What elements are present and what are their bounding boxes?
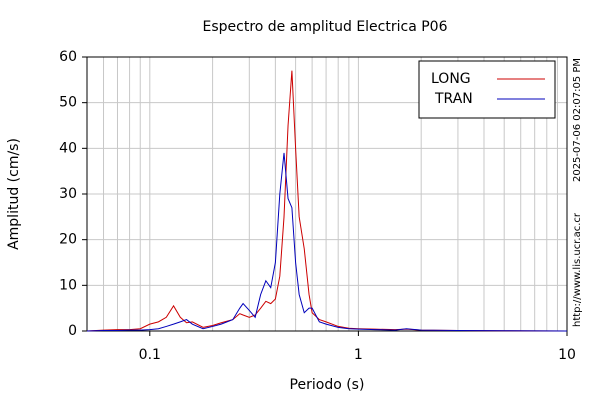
timestamp: 2025-07-06 02:07:05 PM <box>572 58 583 182</box>
y-axis-label: Amplitud (cm/s) <box>6 138 22 250</box>
line-series <box>86 152 568 332</box>
y-tick-label: 60 <box>59 49 77 65</box>
chart-title: Espectro de amplitud Electrica P06 <box>203 19 448 35</box>
y-tick-label: 40 <box>59 140 77 156</box>
source-url: http://www.lis.ucr.ac.cr <box>572 212 583 327</box>
y-tick-label: 20 <box>59 232 77 248</box>
y-tick-label: 0 <box>68 323 77 339</box>
legend-label: TRAN <box>434 91 473 107</box>
y-tick-label: 50 <box>59 95 77 111</box>
y-tick-label: 10 <box>59 277 77 293</box>
y-tick-label: 30 <box>59 186 77 202</box>
x-tick-label: 0.1 <box>139 347 161 363</box>
plot-frame <box>86 56 568 332</box>
x-tick-label: 10 <box>558 347 576 363</box>
x-axis-label: Periodo (s) <box>290 377 365 393</box>
legend-box <box>418 60 556 119</box>
x-tick-label: 1 <box>354 347 363 363</box>
legend-label: LONG <box>431 71 471 87</box>
